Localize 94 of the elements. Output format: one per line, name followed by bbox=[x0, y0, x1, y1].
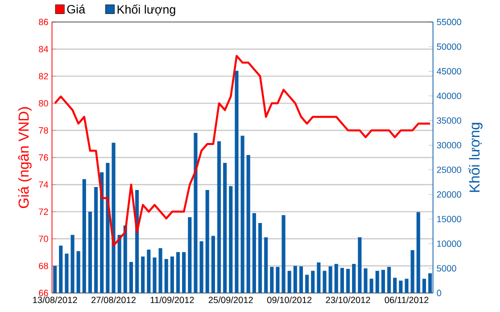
y2-tick-label: 40000 bbox=[436, 92, 462, 100]
y2-tick-label: 10000 bbox=[437, 240, 462, 247]
y-tick-label: 78 bbox=[38, 127, 48, 134]
y2-tick-label: 0 bbox=[436, 290, 442, 296]
bar bbox=[322, 270, 326, 293]
bar bbox=[375, 270, 380, 293]
bar bbox=[398, 280, 403, 293]
bar bbox=[70, 234, 74, 293]
y2-tick-label: 15000 bbox=[437, 216, 462, 222]
bar bbox=[340, 268, 344, 293]
x-tick-label: 06/11/2012 bbox=[384, 296, 428, 304]
bar bbox=[358, 237, 362, 293]
bar bbox=[88, 212, 92, 293]
y-tick-label: 70 bbox=[38, 236, 48, 242]
bar bbox=[334, 264, 338, 293]
bar bbox=[200, 241, 204, 293]
bar bbox=[276, 266, 280, 293]
bar bbox=[246, 155, 250, 293]
bar bbox=[182, 252, 186, 293]
bar bbox=[112, 142, 116, 293]
y2-tick-label: 25000 bbox=[436, 166, 462, 173]
bar bbox=[118, 234, 122, 293]
bar bbox=[364, 268, 368, 293]
bar bbox=[264, 237, 268, 293]
bar bbox=[164, 258, 168, 293]
x-tick-label: 13/08/2012 bbox=[33, 296, 77, 304]
bar bbox=[217, 141, 221, 293]
bar bbox=[152, 258, 156, 293]
bar bbox=[293, 266, 298, 293]
bar bbox=[176, 252, 180, 293]
bar bbox=[328, 266, 332, 293]
y-tick-label: 84 bbox=[38, 46, 48, 52]
bar bbox=[240, 136, 244, 293]
y-axis-title: Giá (ngân VND) bbox=[18, 107, 32, 208]
bar bbox=[206, 190, 210, 293]
bar bbox=[381, 270, 385, 293]
bar bbox=[282, 215, 286, 293]
bar bbox=[393, 278, 397, 293]
bar bbox=[146, 250, 151, 293]
bar bbox=[346, 268, 350, 293]
y2-tick-label: 5000 bbox=[436, 265, 456, 272]
bar bbox=[170, 256, 174, 293]
bar bbox=[404, 278, 408, 293]
y2-tick-label: 20000 bbox=[436, 191, 462, 198]
bar bbox=[387, 266, 391, 293]
bar bbox=[352, 264, 356, 293]
bar bbox=[141, 256, 145, 293]
bar bbox=[311, 270, 315, 293]
y-tick-label: 82 bbox=[38, 73, 48, 80]
bar bbox=[94, 187, 98, 293]
x-tick-label: 11/09/2012 bbox=[150, 296, 194, 304]
bar bbox=[316, 262, 321, 293]
bar bbox=[416, 212, 420, 293]
bar bbox=[288, 270, 292, 293]
legend-label: Khối lượng bbox=[118, 4, 176, 16]
y-tick-label: 86 bbox=[38, 18, 48, 26]
y2-tick-label: 45000 bbox=[436, 68, 462, 74]
y2-tick-label: 50000 bbox=[436, 43, 462, 50]
bar bbox=[76, 251, 80, 293]
bar bbox=[194, 132, 198, 293]
bar bbox=[299, 266, 303, 293]
x-tick-label: 25/09/2012 bbox=[208, 296, 253, 304]
bar bbox=[234, 70, 238, 293]
y-tick-label: 80 bbox=[38, 100, 48, 106]
bar bbox=[270, 266, 274, 293]
bar bbox=[82, 179, 86, 293]
bar bbox=[305, 274, 309, 293]
y-tick-label: 72 bbox=[38, 208, 48, 215]
y-tick-label: 68 bbox=[38, 262, 48, 270]
bar bbox=[223, 162, 227, 293]
bar bbox=[370, 278, 374, 293]
y2-axis-title: Khối lượng bbox=[468, 122, 482, 192]
x-tick-label: 09/10/2012 bbox=[267, 296, 312, 304]
bar bbox=[53, 266, 57, 293]
bar bbox=[252, 213, 256, 293]
y-tick-label: 66 bbox=[38, 290, 48, 296]
x-tick-label: 23/10/2012 bbox=[326, 296, 370, 304]
bar bbox=[422, 278, 426, 293]
bar bbox=[129, 262, 133, 293]
y-tick-label: 74 bbox=[38, 181, 48, 188]
bar bbox=[258, 223, 262, 293]
bar bbox=[188, 217, 192, 293]
y2-tick-label: 30000 bbox=[436, 142, 462, 148]
legend-label: Giá bbox=[67, 4, 86, 14]
bar bbox=[158, 248, 162, 293]
bar bbox=[410, 250, 414, 293]
bar bbox=[58, 246, 63, 293]
bar bbox=[64, 254, 68, 293]
y-tick-label: 76 bbox=[38, 154, 48, 161]
bar bbox=[211, 236, 216, 293]
x-tick-label: 27/08/2012 bbox=[91, 296, 136, 304]
bar bbox=[228, 186, 233, 293]
y2-tick-label: 55000 bbox=[436, 18, 462, 26]
y2-tick-label: 35000 bbox=[436, 117, 462, 124]
